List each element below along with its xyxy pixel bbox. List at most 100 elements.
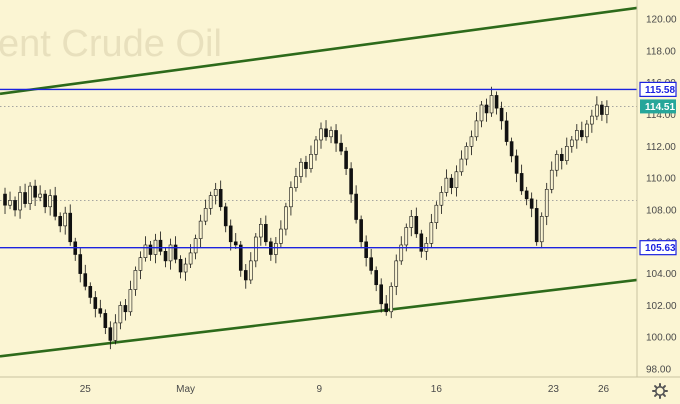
candle-body [329, 130, 333, 138]
price-tick-label: 98.00 [646, 365, 671, 376]
candle-body [384, 303, 389, 313]
price-axis[interactable]: 98.00100.00102.00104.00106.00108.00110.0… [636, 0, 677, 377]
candle-body [379, 284, 384, 305]
candle-body [314, 139, 318, 155]
price-tick-label: 114.00 [646, 110, 676, 121]
price-tick-label: 108.00 [646, 205, 677, 216]
candle-body [23, 192, 27, 204]
candle-body [113, 322, 118, 341]
candle-body [228, 225, 233, 243]
candle-body [529, 198, 534, 209]
price-tick-label: 100.00 [646, 333, 677, 344]
candle-body [334, 130, 338, 144]
trend-line[interactable] [0, 6, 638, 96]
candle-body [223, 206, 228, 227]
candle-body [198, 220, 203, 239]
candle-body [18, 192, 22, 211]
time-tick-label: 25 [80, 384, 92, 395]
candle-body [168, 244, 173, 262]
candle-body [148, 244, 153, 255]
candle-body [464, 146, 469, 160]
candle-body [434, 204, 439, 224]
candle-body [238, 244, 243, 271]
price-tick-label: 104.00 [646, 269, 677, 280]
candle-body [354, 193, 358, 220]
candle-body [349, 168, 353, 195]
candle-body [208, 195, 213, 209]
price-tick-label: 112.00 [646, 142, 676, 153]
candle-body [138, 257, 143, 271]
gear-icon [652, 383, 668, 399]
candle-body [409, 216, 414, 228]
candle-body [344, 150, 348, 169]
candle-body [369, 257, 373, 271]
candle-body [78, 254, 83, 274]
candle-body [28, 185, 32, 204]
candle-body [68, 212, 73, 243]
candle-body [48, 195, 52, 208]
candle-body [484, 104, 489, 114]
candle-body [289, 187, 293, 208]
candle-body [133, 270, 138, 290]
candle-body [374, 270, 378, 286]
candle-body [213, 188, 218, 196]
candle-body [143, 244, 148, 258]
price-tick-label: 120.00 [646, 15, 677, 26]
candle-body [103, 313, 108, 328]
candle-body [218, 188, 223, 208]
candle-body [98, 308, 103, 314]
candle-body [389, 286, 394, 313]
candle-body [243, 270, 248, 281]
candle-body [509, 141, 514, 157]
time-tick-label: May [176, 384, 195, 395]
candle-body [233, 241, 238, 246]
candle-body [575, 130, 579, 141]
candle-body [13, 200, 17, 211]
candle-body [43, 193, 47, 208]
time-axis[interactable]: 25 May 9 16 23 26 [0, 376, 680, 395]
candle-body [264, 223, 268, 243]
candle-body [534, 208, 539, 243]
candle-body [499, 107, 504, 122]
level-price-badge [639, 240, 677, 256]
settings-button[interactable] [652, 383, 668, 399]
trend-line[interactable] [0, 278, 638, 358]
plot-area[interactable] [0, 6, 638, 358]
candle-body [248, 260, 253, 281]
candle-body [559, 153, 564, 161]
candle-body [595, 104, 599, 117]
candle-body [439, 192, 444, 206]
candle-body [128, 289, 133, 313]
candle-body [63, 212, 68, 227]
candle-body [580, 130, 584, 138]
candle-body [469, 136, 474, 147]
candle-body [178, 258, 183, 273]
candle-body [173, 244, 178, 260]
last-price-label: 114.51 [645, 102, 675, 113]
candle-body [399, 244, 404, 262]
candle-body [524, 190, 529, 200]
candle-body [108, 327, 113, 341]
candle-body [53, 195, 57, 217]
candle-body [259, 223, 263, 238]
candle-body [294, 176, 298, 189]
candle-body [309, 153, 313, 169]
candle-body [193, 238, 198, 254]
price-tick-label: 118.00 [646, 46, 676, 57]
price-tick-label: 110.00 [646, 174, 676, 185]
candle-body [118, 305, 123, 324]
candle-body [304, 161, 308, 169]
candle-body [123, 305, 128, 313]
candle-body [564, 146, 569, 161]
candle-body [479, 104, 484, 122]
candle-body [504, 120, 509, 142]
candle-body [93, 297, 98, 309]
candle-body [600, 104, 604, 115]
candle-body [299, 161, 303, 177]
candle-body [514, 155, 519, 174]
watermark-text: ent Crude Oil [0, 23, 222, 65]
candle-body [274, 243, 278, 255]
